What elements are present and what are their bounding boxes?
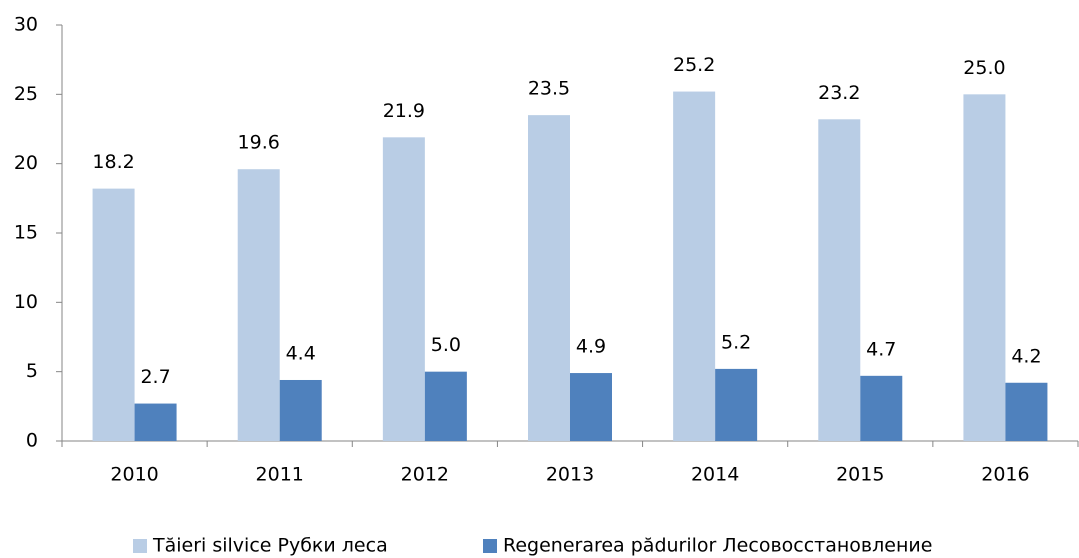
data-label: 25.0 (963, 57, 1005, 79)
data-label: 19.6 (238, 132, 280, 154)
bar (860, 375, 903, 441)
bar (570, 373, 612, 441)
y-tick-label: 15 (14, 222, 38, 244)
x-tick-label: 2014 (691, 464, 739, 486)
bar (424, 371, 467, 441)
data-label: 5.0 (431, 334, 461, 356)
data-label: 4.2 (1011, 345, 1041, 367)
y-tick-label: 0 (26, 430, 38, 452)
y-tick-label: 30 (14, 14, 38, 36)
x-tick-label: 2013 (546, 464, 594, 486)
y-tick-label: 5 (26, 360, 38, 382)
x-tick-label: 2011 (256, 464, 304, 486)
x-tick-label: 2016 (981, 464, 1029, 486)
legend-swatch (133, 539, 147, 553)
data-label: 21.9 (383, 100, 425, 122)
bar (1005, 382, 1048, 441)
bar (963, 94, 1006, 441)
bar (134, 403, 177, 441)
bar (237, 169, 280, 442)
bar (673, 91, 716, 441)
y-tick-label: 20 (14, 152, 38, 174)
data-label: 18.2 (92, 151, 134, 173)
data-label: 4.7 (866, 338, 896, 360)
y-tick-label: 10 (14, 291, 38, 313)
x-tick-label: 2010 (110, 464, 158, 486)
data-label: 5.2 (721, 331, 751, 353)
legend-swatch (483, 539, 497, 553)
data-label: 25.2 (673, 54, 715, 76)
x-tick-label: 2012 (401, 464, 449, 486)
x-tick-label: 2015 (836, 464, 884, 486)
legend-label: Regenerarea pădurilor Лесовосстановление (503, 535, 932, 557)
data-label: 4.9 (576, 336, 606, 358)
y-tick-label: 25 (14, 83, 38, 105)
bar (382, 137, 425, 441)
data-label: 2.7 (140, 366, 170, 388)
legend-label: Tăieri silvice Рубки леса (152, 535, 388, 557)
data-label: 23.5 (528, 78, 570, 100)
data-label: 23.2 (818, 82, 860, 104)
bar (92, 188, 135, 441)
bar (715, 368, 758, 441)
bar (528, 115, 570, 441)
bar (818, 119, 861, 441)
data-label: 4.4 (286, 342, 316, 364)
bar (279, 379, 322, 441)
